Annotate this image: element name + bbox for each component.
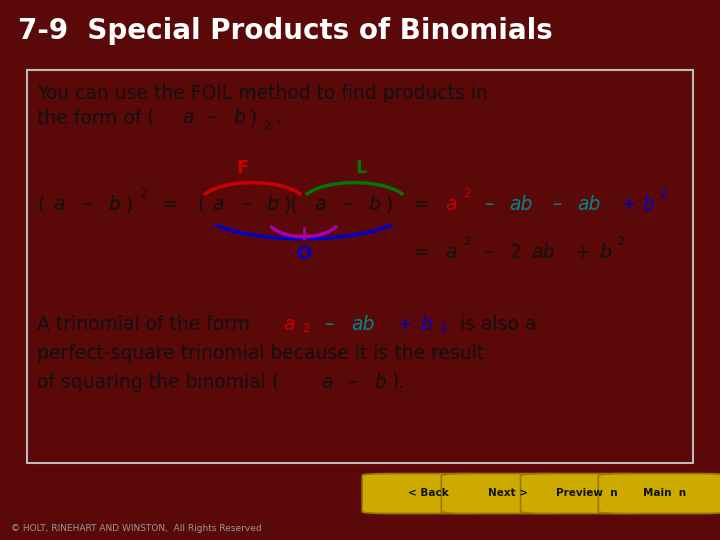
Text: =: = <box>415 243 436 262</box>
Text: Next >: Next > <box>487 488 528 497</box>
Text: b: b <box>420 315 433 334</box>
Text: –: – <box>547 195 568 214</box>
Text: –: – <box>76 195 98 214</box>
Text: b: b <box>599 243 611 262</box>
FancyBboxPatch shape <box>441 474 571 514</box>
Text: a: a <box>445 243 456 262</box>
Text: You can use the FOIL method to find products in: You can use the FOIL method to find prod… <box>37 84 488 104</box>
Text: Main  n: Main n <box>643 488 686 497</box>
Text: O: O <box>296 245 311 263</box>
Text: a: a <box>314 195 325 214</box>
Text: .: . <box>276 109 282 127</box>
FancyBboxPatch shape <box>598 474 720 514</box>
Text: 7-9  Special Products of Binomials: 7-9 Special Products of Binomials <box>18 17 553 45</box>
Text: 2: 2 <box>302 322 310 335</box>
Text: –: – <box>338 195 359 214</box>
Text: –: – <box>342 373 363 392</box>
Text: 2: 2 <box>659 187 667 200</box>
Text: ab: ab <box>531 243 554 262</box>
Text: A trinomial of the form: A trinomial of the form <box>37 315 256 334</box>
Text: –: – <box>235 195 257 214</box>
Text: b: b <box>109 195 120 214</box>
Text: +: + <box>390 315 418 334</box>
Text: b: b <box>368 195 380 214</box>
Text: (: ( <box>197 195 204 214</box>
Text: ab: ab <box>351 315 374 334</box>
Text: is also a: is also a <box>454 315 537 334</box>
Text: –: – <box>318 315 340 334</box>
Text: =: = <box>156 195 184 214</box>
Text: ab: ab <box>510 195 533 214</box>
Text: 2: 2 <box>463 235 471 248</box>
Text: b: b <box>374 373 386 392</box>
Text: of squaring the binomial (: of squaring the binomial ( <box>37 373 279 392</box>
Text: 2: 2 <box>439 322 447 335</box>
Text: )(: )( <box>283 195 298 214</box>
Text: a: a <box>53 195 64 214</box>
Text: –: – <box>479 195 500 214</box>
Text: ): ) <box>385 195 392 214</box>
Text: 2: 2 <box>263 120 271 133</box>
Text: a: a <box>212 195 223 214</box>
Text: b: b <box>266 195 278 214</box>
Text: a: a <box>283 315 294 334</box>
Text: +: + <box>570 243 597 262</box>
Text: –: – <box>479 243 500 262</box>
Text: 2: 2 <box>510 243 521 262</box>
Text: =: = <box>415 195 436 214</box>
Text: a: a <box>445 195 456 214</box>
Text: +: + <box>615 195 643 214</box>
Text: ): ) <box>125 195 132 214</box>
Text: a: a <box>183 109 194 127</box>
Text: b: b <box>233 109 245 127</box>
Text: < Back: < Back <box>408 488 449 497</box>
Text: (: ( <box>37 195 45 214</box>
Text: ): ) <box>249 109 256 127</box>
Text: b: b <box>642 195 654 214</box>
FancyBboxPatch shape <box>362 474 492 514</box>
Text: © HOLT, RINEHART AND WINSTON,  All Rights Reserved: © HOLT, RINEHART AND WINSTON, All Rights… <box>11 524 261 533</box>
Text: L: L <box>356 159 367 177</box>
Text: ).: ). <box>391 373 405 392</box>
Text: ab: ab <box>577 195 601 214</box>
Text: a: a <box>321 373 333 392</box>
Text: the form of (: the form of ( <box>37 109 155 127</box>
Text: –: – <box>202 109 223 127</box>
Text: F: F <box>236 159 248 177</box>
Text: 2: 2 <box>463 187 471 200</box>
Text: perfect-square trinomial because it is the result: perfect-square trinomial because it is t… <box>37 343 485 363</box>
FancyBboxPatch shape <box>521 474 650 514</box>
Text: 2: 2 <box>616 235 624 248</box>
Text: Preview  n: Preview n <box>556 488 618 497</box>
Text: 2: 2 <box>139 187 147 200</box>
